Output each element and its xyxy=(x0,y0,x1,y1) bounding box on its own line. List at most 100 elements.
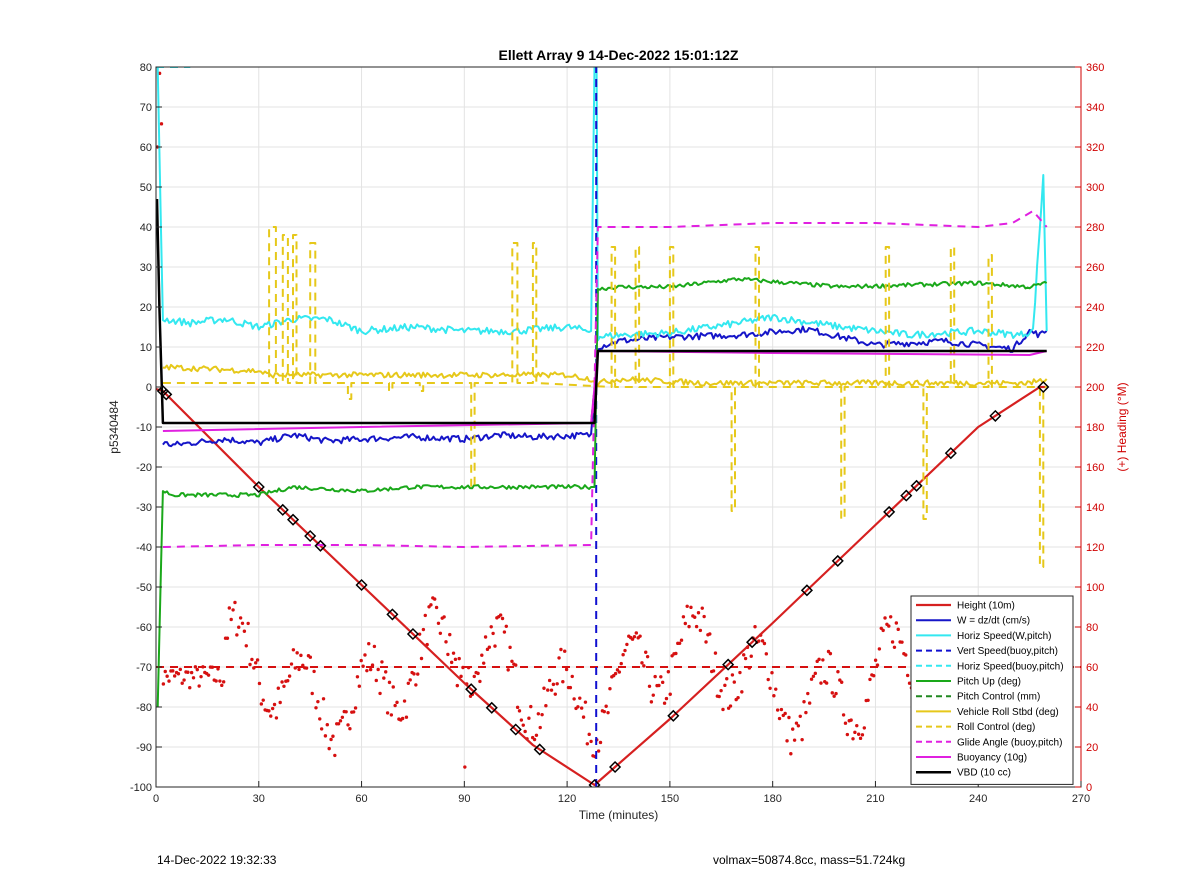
y2-axis-label: (+) Heading (°M) xyxy=(1115,382,1129,471)
legend-label: Pitch Up (deg) xyxy=(957,677,1021,688)
heading-point xyxy=(257,681,262,686)
heading-point xyxy=(662,701,667,705)
heading-point xyxy=(687,624,691,629)
heading-point xyxy=(384,670,388,674)
heading-point xyxy=(836,670,840,674)
heading-point xyxy=(323,734,328,738)
heading-point xyxy=(851,737,855,741)
heading-point xyxy=(248,662,252,667)
heading-point xyxy=(487,645,492,649)
heading-point xyxy=(195,667,199,672)
heading-point xyxy=(875,663,880,667)
heading-point xyxy=(316,699,320,704)
plot-clip xyxy=(156,67,1081,787)
heading-point xyxy=(457,656,461,661)
heading-point xyxy=(644,650,648,654)
y2-tick-label: 140 xyxy=(1086,502,1104,514)
heading-point xyxy=(896,627,900,632)
y-tick-label: 50 xyxy=(140,182,152,194)
heading-point xyxy=(890,640,895,644)
heading-point xyxy=(632,635,637,639)
heading-point xyxy=(659,675,663,679)
series-horiz-speed-w-pitch- xyxy=(156,67,1048,342)
heading-point xyxy=(792,738,797,742)
heading-point xyxy=(540,712,544,717)
heading-point xyxy=(259,702,264,706)
heading-point xyxy=(231,608,235,612)
heading-point xyxy=(493,644,497,648)
heading-point xyxy=(645,654,650,659)
heading-point xyxy=(704,640,708,644)
heading-point xyxy=(585,742,590,746)
heading-point xyxy=(702,614,706,619)
heading-point xyxy=(653,674,657,679)
diamond-marker xyxy=(314,539,327,552)
heading-point xyxy=(638,634,642,638)
heading-point xyxy=(725,677,729,681)
heading-point xyxy=(640,661,644,665)
heading-point xyxy=(542,686,546,690)
chart-title: Ellett Array 9 14-Dec-2022 15:01:12Z xyxy=(499,47,739,63)
heading-point xyxy=(581,715,586,719)
heading-point xyxy=(568,685,573,690)
heading-point xyxy=(757,639,761,643)
heading-point xyxy=(845,732,850,737)
heading-point xyxy=(370,663,375,667)
legend-label: Vert Speed(buoy,pitch) xyxy=(957,646,1058,657)
heading-point xyxy=(887,624,891,628)
heading-point xyxy=(321,697,326,701)
heading-point xyxy=(344,710,348,714)
plot-area xyxy=(156,67,1081,787)
heading-point xyxy=(163,669,167,674)
heading-point xyxy=(500,616,505,621)
heading-point xyxy=(481,661,486,665)
heading-point xyxy=(634,631,639,635)
heading-point xyxy=(785,739,789,743)
heading-point xyxy=(333,753,337,758)
heading-point xyxy=(647,684,652,688)
heading-point xyxy=(583,700,588,704)
heading-point xyxy=(515,705,520,710)
heading-point xyxy=(708,632,712,636)
heading-point xyxy=(698,628,703,633)
heading-point xyxy=(400,716,405,721)
y-tick-label: -50 xyxy=(136,582,152,594)
heading-point xyxy=(855,723,859,728)
heading-point xyxy=(579,706,584,710)
heading-point xyxy=(510,659,514,663)
heading-point xyxy=(668,692,672,696)
heading-point xyxy=(743,656,748,661)
heading-point xyxy=(570,674,574,679)
heading-point xyxy=(242,629,247,633)
series-height-10m- xyxy=(156,385,1047,787)
heading-point xyxy=(225,636,230,640)
heading-point xyxy=(868,677,872,682)
y-tick-label: 10 xyxy=(140,342,152,354)
heading-point xyxy=(532,737,537,742)
x-tick-label: 90 xyxy=(458,793,470,805)
x-tick-label: 180 xyxy=(763,793,781,805)
heading-point xyxy=(521,723,525,727)
y-axis-label: p5340484 xyxy=(107,400,121,454)
heading-point xyxy=(787,715,791,720)
heading-point xyxy=(604,704,608,708)
heading-point xyxy=(186,670,190,674)
heading-point xyxy=(210,665,215,669)
heading-point xyxy=(478,679,482,684)
heading-point xyxy=(766,677,770,682)
heading-point xyxy=(807,701,812,705)
heading-point xyxy=(357,684,362,688)
heading-point xyxy=(843,721,848,725)
heading-point xyxy=(206,673,211,677)
heading-point xyxy=(483,635,488,639)
heading-point xyxy=(404,715,409,719)
x-tick-label: 120 xyxy=(558,793,576,805)
heading-point xyxy=(523,729,527,734)
heading-point xyxy=(602,709,606,714)
heading-point xyxy=(414,683,418,687)
heading-point xyxy=(504,624,509,628)
y2-tick-label: 100 xyxy=(1086,582,1104,594)
heading-point xyxy=(327,746,331,751)
heading-point xyxy=(191,676,196,680)
